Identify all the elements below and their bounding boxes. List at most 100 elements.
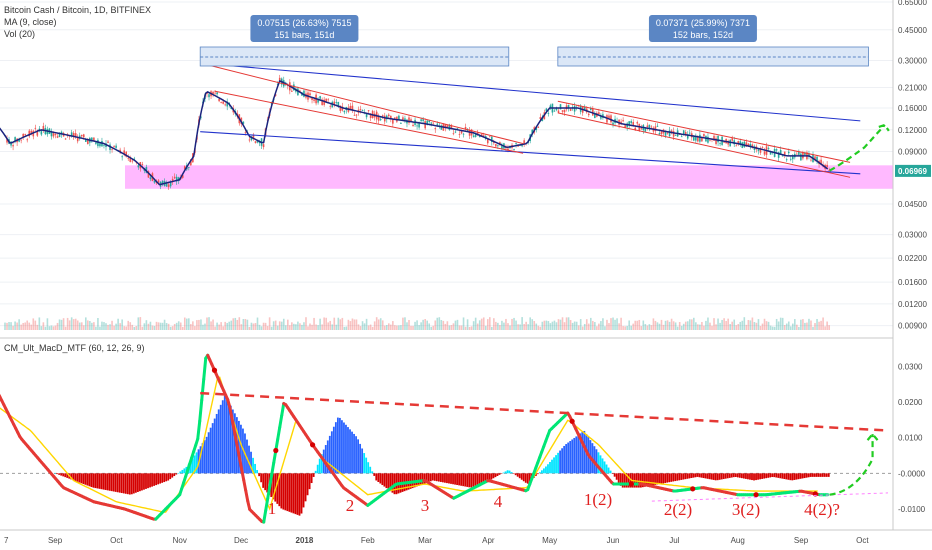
volume-bar — [470, 326, 473, 330]
histogram-bar — [336, 417, 339, 474]
volume-bar — [260, 326, 263, 330]
candle-body — [335, 102, 338, 103]
volume-bar — [452, 323, 455, 330]
candle-body — [432, 122, 435, 124]
volume-bar — [165, 323, 168, 330]
volume-bar — [394, 325, 396, 330]
candle-body — [341, 106, 344, 111]
volume-bar — [161, 322, 164, 330]
macd-tick-label: -0.0000 — [898, 469, 926, 478]
histogram-bar — [316, 464, 319, 474]
volume-bar — [743, 317, 746, 330]
volume-bar — [787, 321, 790, 330]
histogram-bar — [446, 473, 448, 484]
time-tick-label: Jun — [607, 536, 620, 545]
indicator-axis[interactable]: 0.0300 0.0200 0.0100 -0.0000 -0.0100 — [898, 362, 926, 514]
macd-resistance-line — [200, 391, 889, 432]
volume-bar — [711, 325, 713, 330]
volume-bar — [64, 326, 67, 330]
volume-bar — [93, 322, 95, 330]
candle-body — [537, 127, 540, 128]
candle-body — [549, 105, 552, 109]
volume-bar — [250, 322, 253, 330]
candle-body — [608, 115, 610, 119]
volume-bar — [323, 317, 325, 330]
volume-bar — [72, 319, 75, 330]
price-axis[interactable]: 0.65000 0.45000 0.30000 0.21000 0.16000 0.120… — [895, 0, 931, 331]
volume-bar — [775, 318, 778, 330]
volume-bar — [258, 324, 261, 330]
histogram-bar — [128, 473, 131, 495]
candle-body — [624, 125, 626, 128]
histogram-bar — [181, 469, 184, 474]
time-tick-label: May — [542, 536, 557, 545]
volume-bar — [684, 321, 687, 330]
price-tick-label: 0.02200 — [898, 254, 927, 263]
candle-body — [478, 135, 481, 138]
histogram-bar — [666, 473, 669, 483]
candle-body — [707, 136, 709, 143]
volume-bar — [765, 321, 768, 330]
histogram-bar — [248, 445, 250, 474]
histogram-bar — [177, 472, 180, 474]
candle-body — [93, 137, 95, 141]
histogram-bar — [747, 473, 749, 480]
volume-bar — [299, 323, 301, 330]
histogram-bar — [621, 473, 624, 488]
histogram-bar — [498, 473, 501, 475]
candle-body — [577, 105, 580, 107]
candle-body — [242, 121, 245, 124]
histogram-bar — [359, 443, 362, 474]
histogram-bar — [662, 473, 665, 484]
histogram-bar — [145, 473, 147, 489]
volume-bar — [214, 326, 216, 330]
candle-body — [547, 113, 550, 114]
candle-body — [383, 115, 386, 122]
histogram-bar — [173, 473, 176, 477]
histogram-bar — [652, 473, 654, 486]
candle-body — [474, 133, 477, 137]
volume-bar — [6, 322, 8, 330]
candle-body — [468, 130, 471, 136]
candle-body — [87, 139, 89, 144]
histogram-bar — [658, 473, 660, 485]
candle-body — [214, 92, 216, 94]
volume-bar — [42, 322, 45, 330]
histogram-bar — [116, 473, 119, 493]
candle-body — [64, 138, 67, 140]
histogram-bar — [474, 473, 477, 486]
channel-line — [200, 62, 861, 122]
histogram-bar — [470, 473, 473, 488]
volume-bar — [466, 319, 469, 330]
volume-bar — [153, 325, 156, 330]
histogram-bar — [353, 433, 355, 474]
volume-bar — [190, 324, 192, 330]
volume-bar — [749, 320, 752, 330]
volume-bar — [733, 319, 736, 330]
volume-bar — [234, 317, 237, 330]
macd-line-segment — [234, 436, 240, 451]
price-tick-label: 0.65000 — [898, 0, 927, 7]
candle-body — [646, 125, 649, 127]
volume-bar — [569, 320, 572, 330]
candle-body — [610, 115, 612, 123]
volume-bar — [333, 317, 336, 330]
candle-body — [333, 101, 336, 106]
histogram-bar — [484, 473, 487, 483]
time-axis[interactable]: 7 Sep Oct Nov Dec 2018 Feb Mar Apr May Jun Jul Aug Se… — [4, 536, 869, 545]
candle-body — [517, 145, 519, 147]
volume-bar — [456, 319, 459, 330]
volume-bar — [248, 326, 251, 330]
histogram-bar — [712, 473, 715, 480]
histogram-bar — [286, 473, 289, 512]
grid — [0, 1, 893, 327]
measure-label-line-2: 151 bars, 151d — [274, 30, 334, 40]
histogram-bar — [330, 431, 333, 474]
volume-bar — [644, 324, 647, 330]
histogram-bar — [369, 466, 372, 474]
candle-body — [462, 133, 465, 135]
volume-bar — [192, 321, 194, 330]
volume-bar — [777, 321, 780, 330]
histogram-bar — [732, 473, 735, 478]
